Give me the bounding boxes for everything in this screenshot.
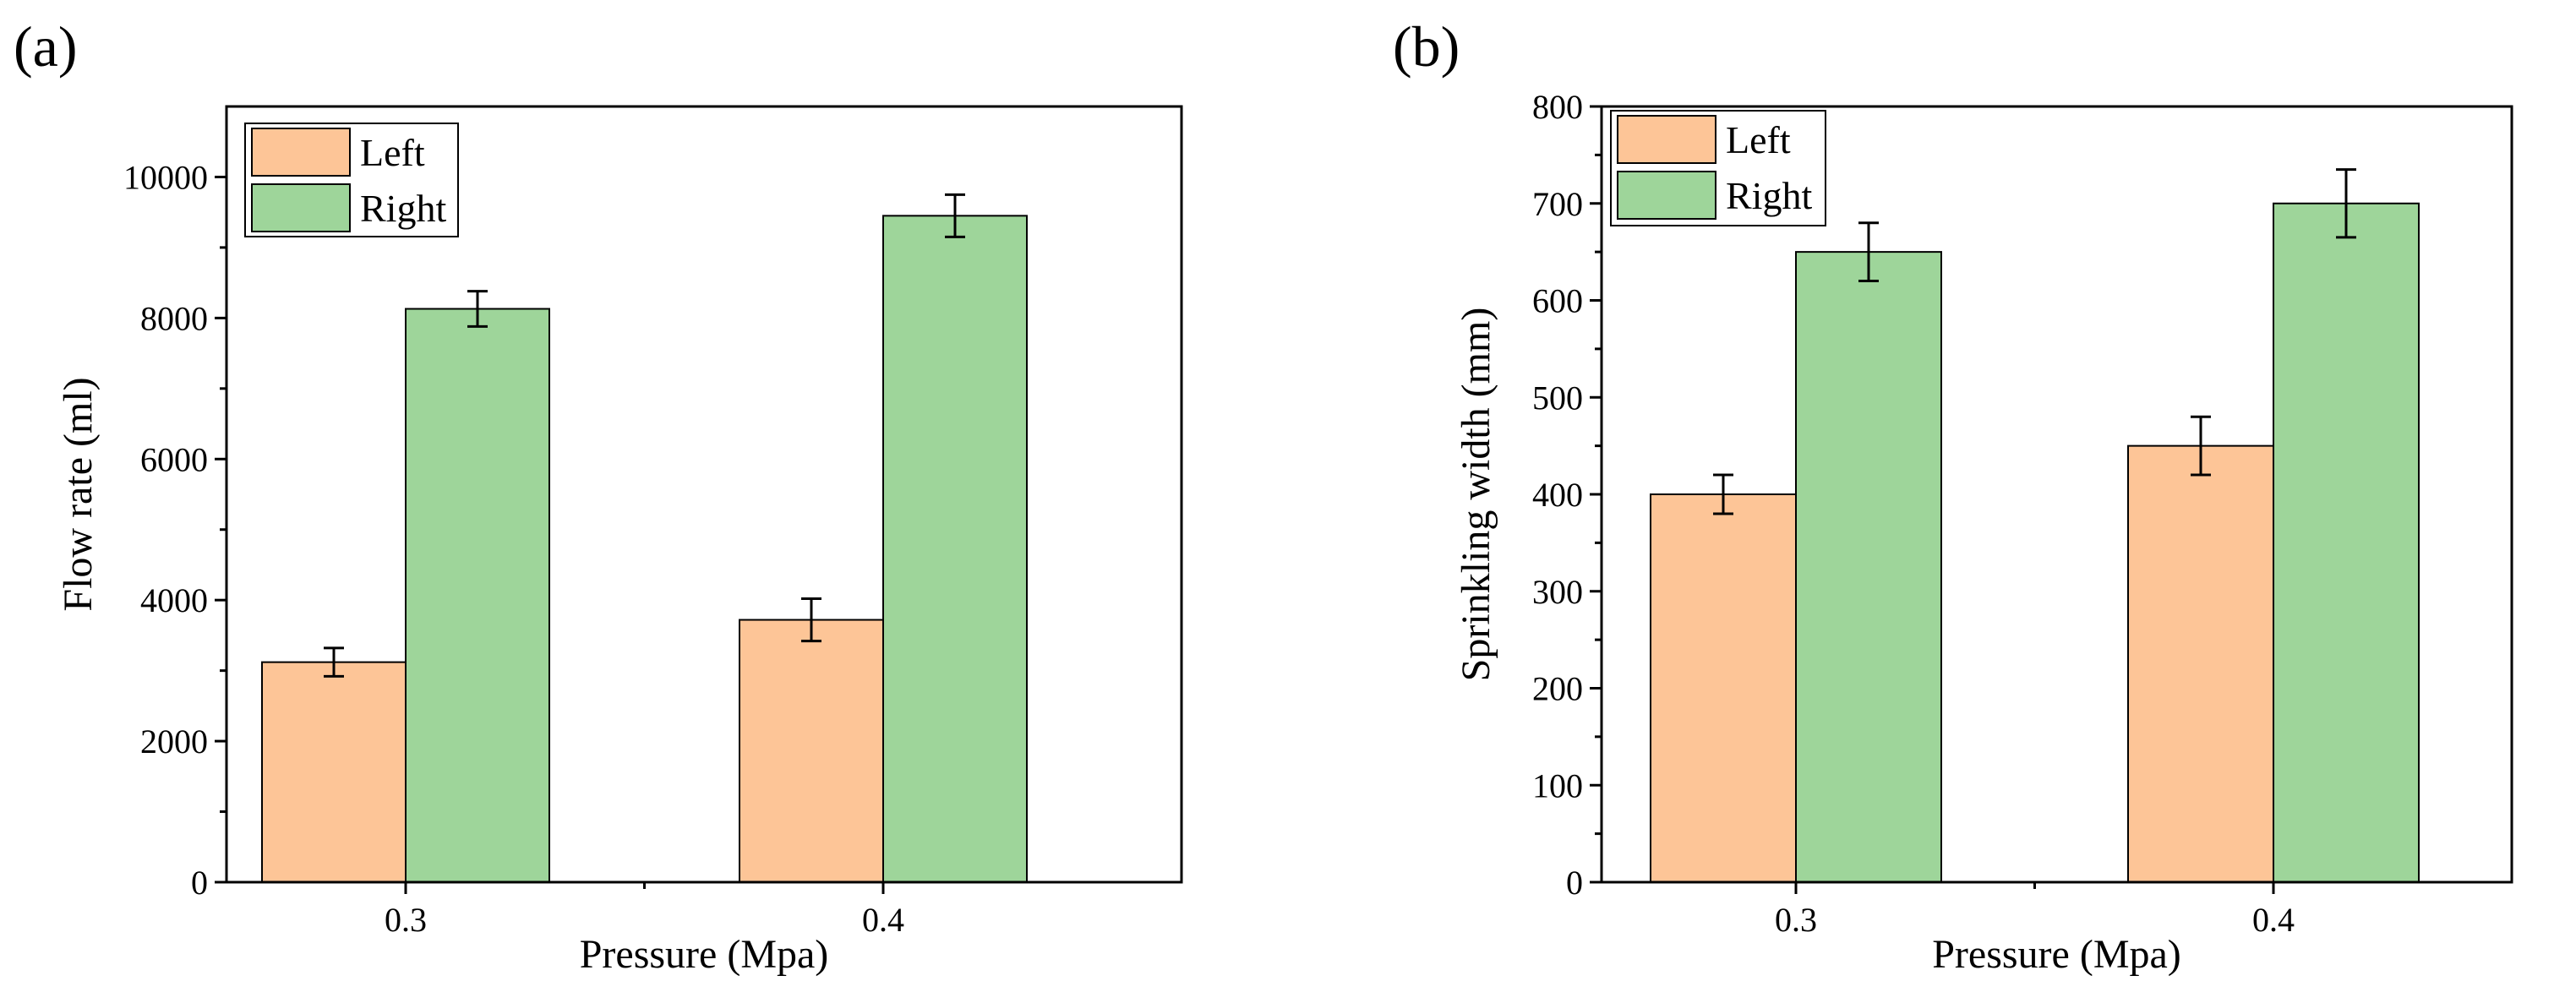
panel-label-a: (a) <box>14 14 77 79</box>
bar-left-0.4 <box>739 619 884 883</box>
y-tick-label: 500 <box>1532 379 1583 417</box>
y-tick-label: 700 <box>1532 185 1583 223</box>
legend-swatch-right <box>1617 171 1716 220</box>
panel-label-b: (b) <box>1393 14 1460 79</box>
y-tick-label: 2000 <box>140 722 208 760</box>
x-tick-label-0.3: 0.3 <box>385 901 427 939</box>
x-tick-label-0.4: 0.4 <box>862 901 904 939</box>
error-bar-left-0.3 <box>324 646 344 678</box>
bar-left-0.4 <box>2127 444 2274 883</box>
y-tick-label: 0 <box>1566 864 1583 902</box>
y-tick-label: 800 <box>1532 88 1583 126</box>
chart-panel-b: (b) 0 100 200 300 400 500 600 700 800 0.3 0.4 Pressu… <box>1393 14 2513 977</box>
y-axis-title: Flow rate (ml) <box>56 377 101 611</box>
bar-right-0.4 <box>2273 202 2420 883</box>
y-tick-label: 4000 <box>140 581 208 619</box>
bar-right-0.3 <box>405 308 550 884</box>
error-bar-left-0.4 <box>801 597 821 643</box>
y-tick-label: 400 <box>1532 476 1583 514</box>
legend: Left Right <box>244 123 459 237</box>
y-axis-title: Sprinkling width (mm) <box>1454 308 1498 682</box>
error-bar-right-0.4 <box>2336 168 2356 239</box>
legend: Left Right <box>1610 110 1826 226</box>
error-bar-right-0.3 <box>467 290 488 328</box>
legend-swatch-right <box>251 183 351 232</box>
legend-swatch-left <box>1617 115 1716 164</box>
legend-label-left: Left <box>1726 118 1791 161</box>
x-axis-title: Pressure (Mpa) <box>1932 932 2181 977</box>
y-tick-label: 200 <box>1532 670 1583 708</box>
bar-right-0.3 <box>1795 251 1942 883</box>
y-tick-label: 100 <box>1532 766 1583 804</box>
error-bar-right-0.4 <box>945 193 965 238</box>
legend-label-right: Right <box>1726 174 1812 217</box>
legend-label-right: Right <box>360 187 446 230</box>
x-tick-label-0.4: 0.4 <box>2252 901 2295 939</box>
plot-frame <box>225 105 1183 884</box>
error-bar-right-0.3 <box>1858 221 1879 283</box>
error-bar-left-0.3 <box>1713 473 1733 515</box>
bar-left-0.3 <box>261 661 407 883</box>
x-axis-title: Pressure (Mpa) <box>580 932 829 977</box>
chart-panel-a: (a) 0 2000 4000 6000 8000 10000 0.3 0.4 Pressure … <box>14 14 1183 977</box>
y-tick-label: 6000 <box>140 440 208 478</box>
y-tick-label: 8000 <box>140 299 208 337</box>
x-tick-label-0.3: 0.3 <box>1775 901 1817 939</box>
y-tick-label: 600 <box>1532 282 1583 320</box>
y-tick-label: 300 <box>1532 573 1583 611</box>
legend-swatch-left <box>251 128 351 177</box>
bar-left-0.3 <box>1650 493 1797 883</box>
legend-label-left: Left <box>360 131 425 174</box>
error-bar-left-0.4 <box>2191 415 2211 477</box>
bar-right-0.4 <box>882 215 1028 883</box>
y-tick-label: 10000 <box>123 158 208 196</box>
y-tick-label: 0 <box>191 864 208 902</box>
